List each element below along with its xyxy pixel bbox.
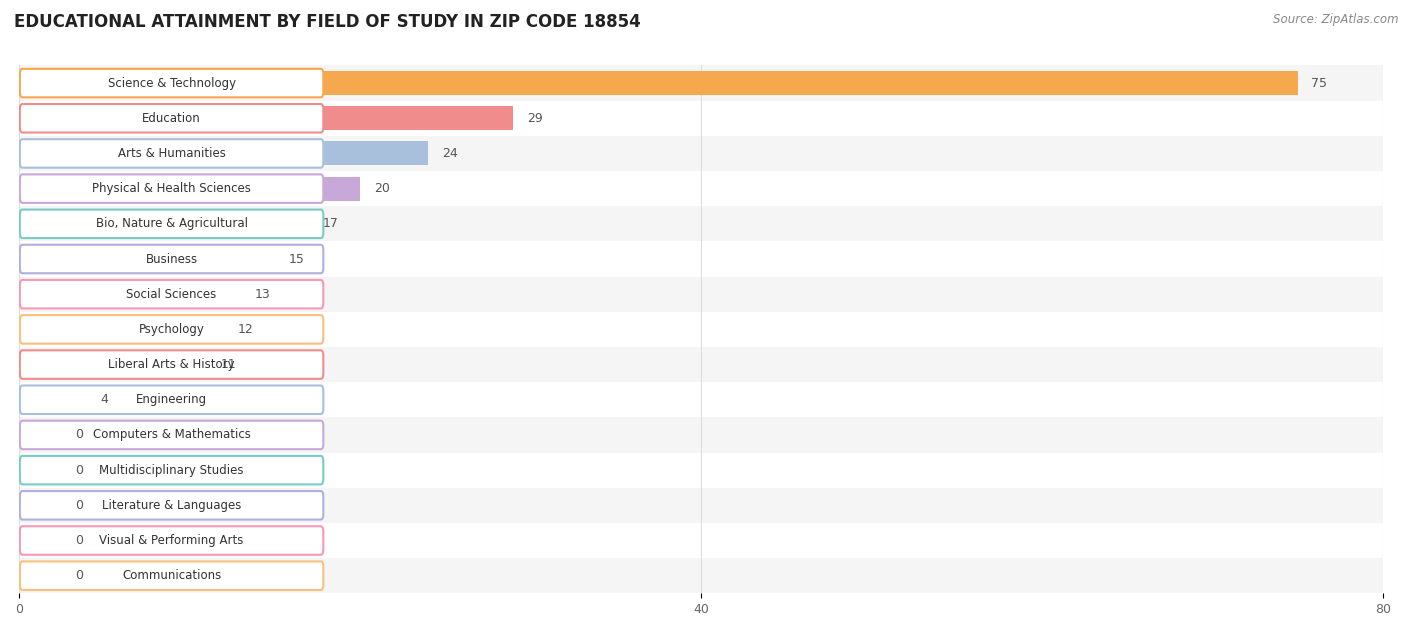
Bar: [20, 282, 240, 306]
Bar: [20, 276, 1384, 312]
Bar: [20, 452, 1384, 488]
Bar: [20, 242, 1384, 276]
Text: Liberal Arts & History: Liberal Arts & History: [108, 358, 235, 371]
FancyBboxPatch shape: [20, 350, 323, 379]
Bar: [20, 563, 62, 587]
Bar: [20, 136, 1384, 171]
Text: Computers & Mathematics: Computers & Mathematics: [93, 428, 250, 442]
Bar: [20, 493, 62, 517]
FancyBboxPatch shape: [20, 209, 323, 238]
Text: Multidisciplinary Studies: Multidisciplinary Studies: [100, 464, 243, 476]
Bar: [20, 558, 1384, 593]
Text: Literature & Languages: Literature & Languages: [101, 499, 242, 512]
Bar: [20, 382, 1384, 417]
Text: Arts & Humanities: Arts & Humanities: [118, 147, 225, 160]
Bar: [20, 177, 360, 201]
Bar: [20, 529, 62, 553]
FancyBboxPatch shape: [20, 174, 323, 203]
Text: 13: 13: [254, 288, 270, 301]
Bar: [20, 66, 1384, 101]
Text: 17: 17: [322, 217, 339, 230]
FancyBboxPatch shape: [20, 104, 323, 133]
FancyBboxPatch shape: [20, 280, 323, 309]
Text: Education: Education: [142, 112, 201, 125]
Bar: [20, 353, 207, 377]
Bar: [20, 488, 1384, 523]
Bar: [20, 423, 62, 447]
FancyBboxPatch shape: [20, 421, 323, 449]
Text: Visual & Performing Arts: Visual & Performing Arts: [100, 534, 243, 547]
Bar: [20, 247, 274, 271]
FancyBboxPatch shape: [20, 139, 323, 168]
Bar: [20, 458, 62, 482]
Bar: [20, 141, 429, 165]
Text: 20: 20: [374, 182, 389, 195]
Bar: [20, 212, 309, 236]
Text: Physical & Health Sciences: Physical & Health Sciences: [93, 182, 252, 195]
FancyBboxPatch shape: [20, 491, 323, 519]
Bar: [20, 417, 1384, 452]
Text: 0: 0: [76, 499, 83, 512]
Bar: [20, 523, 1384, 558]
Text: Bio, Nature & Agricultural: Bio, Nature & Agricultural: [96, 217, 247, 230]
Text: 29: 29: [527, 112, 543, 125]
Text: 24: 24: [441, 147, 457, 160]
Text: 11: 11: [221, 358, 236, 371]
FancyBboxPatch shape: [20, 69, 323, 97]
Bar: [20, 106, 513, 130]
Text: Psychology: Psychology: [139, 323, 204, 336]
Text: 15: 15: [288, 252, 304, 266]
FancyBboxPatch shape: [20, 315, 323, 344]
Bar: [20, 171, 1384, 206]
Text: 0: 0: [76, 428, 83, 442]
Bar: [20, 312, 1384, 347]
Bar: [20, 101, 1384, 136]
Bar: [20, 71, 1298, 95]
Text: Social Sciences: Social Sciences: [127, 288, 217, 301]
Bar: [20, 206, 1384, 242]
FancyBboxPatch shape: [20, 386, 323, 414]
Text: Science & Technology: Science & Technology: [107, 76, 236, 90]
Bar: [20, 347, 1384, 382]
Text: Communications: Communications: [122, 569, 221, 582]
Text: Engineering: Engineering: [136, 393, 207, 406]
Text: 75: 75: [1312, 76, 1327, 90]
Text: 4: 4: [101, 393, 108, 406]
Text: 0: 0: [76, 534, 83, 547]
FancyBboxPatch shape: [20, 456, 323, 485]
Text: 0: 0: [76, 569, 83, 582]
FancyBboxPatch shape: [20, 245, 323, 273]
Bar: [20, 388, 87, 411]
FancyBboxPatch shape: [20, 526, 323, 555]
Text: Source: ZipAtlas.com: Source: ZipAtlas.com: [1274, 13, 1399, 26]
Bar: [20, 317, 224, 341]
FancyBboxPatch shape: [20, 562, 323, 590]
Text: Business: Business: [146, 252, 198, 266]
Text: EDUCATIONAL ATTAINMENT BY FIELD OF STUDY IN ZIP CODE 18854: EDUCATIONAL ATTAINMENT BY FIELD OF STUDY…: [14, 13, 641, 31]
Text: 12: 12: [238, 323, 253, 336]
Text: 0: 0: [76, 464, 83, 476]
